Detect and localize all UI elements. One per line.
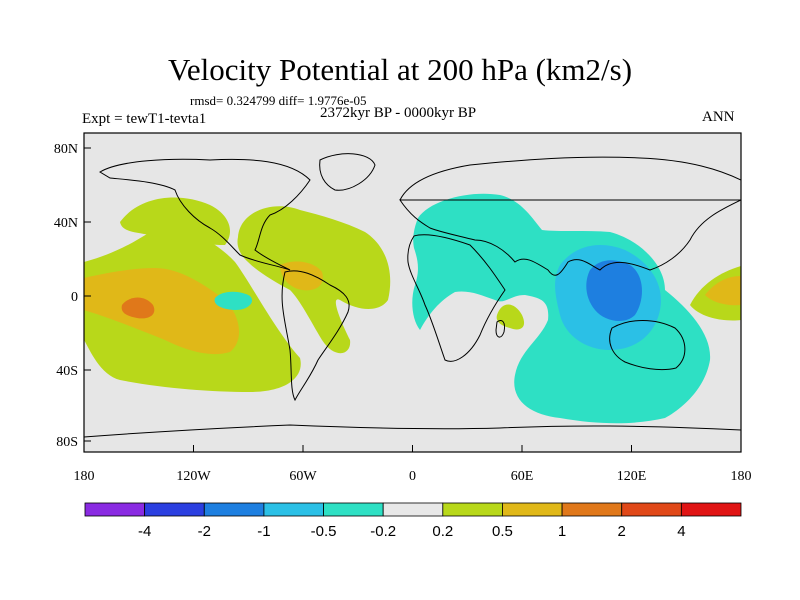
south-america-negative xyxy=(214,291,253,310)
lon-label: 60W xyxy=(289,469,317,484)
lat-label: 0 xyxy=(71,290,78,305)
lat-label: 80N xyxy=(54,142,78,157)
lat-label: 80S xyxy=(56,435,78,450)
period-label: 2372kyr BP - 0000kyr BP xyxy=(320,105,477,121)
amazon-mid-positive xyxy=(280,261,323,291)
madagascar-coastline xyxy=(495,319,505,338)
experiment-label: Expt = tewT1-tevta1 xyxy=(82,111,207,127)
lon-label: 180 xyxy=(74,469,95,484)
greenland-coastline xyxy=(319,153,376,191)
lon-label: 60E xyxy=(511,469,534,484)
west-pacific-mid-positive xyxy=(705,276,741,306)
stats-text: rmsd= 0.324799 diff= 1.9776e-05 xyxy=(190,93,367,108)
maritime-strong-negative xyxy=(586,260,642,322)
season-label: ANN xyxy=(702,109,735,125)
south-america-coastline xyxy=(281,270,350,402)
north-america-coastline xyxy=(99,158,311,271)
antarctica-coastline xyxy=(84,424,741,438)
africa-coastline xyxy=(407,234,506,362)
lon-label: 120E xyxy=(617,469,647,484)
pacific-mid-positive xyxy=(84,268,240,355)
lon-label: 0 xyxy=(409,469,416,484)
lon-label: 120W xyxy=(176,469,211,484)
lon-label: 180 xyxy=(731,469,752,484)
australia-coastline xyxy=(609,320,686,371)
pacific-strong-positive xyxy=(121,297,155,319)
lat-label: 40S xyxy=(56,364,78,379)
pacific-positive-north xyxy=(120,197,230,245)
eurasia-coastline xyxy=(399,156,741,276)
lat-label: 40N xyxy=(54,216,78,231)
page-title: Velocity Potential at 200 hPa (km2/s) xyxy=(167,52,633,87)
